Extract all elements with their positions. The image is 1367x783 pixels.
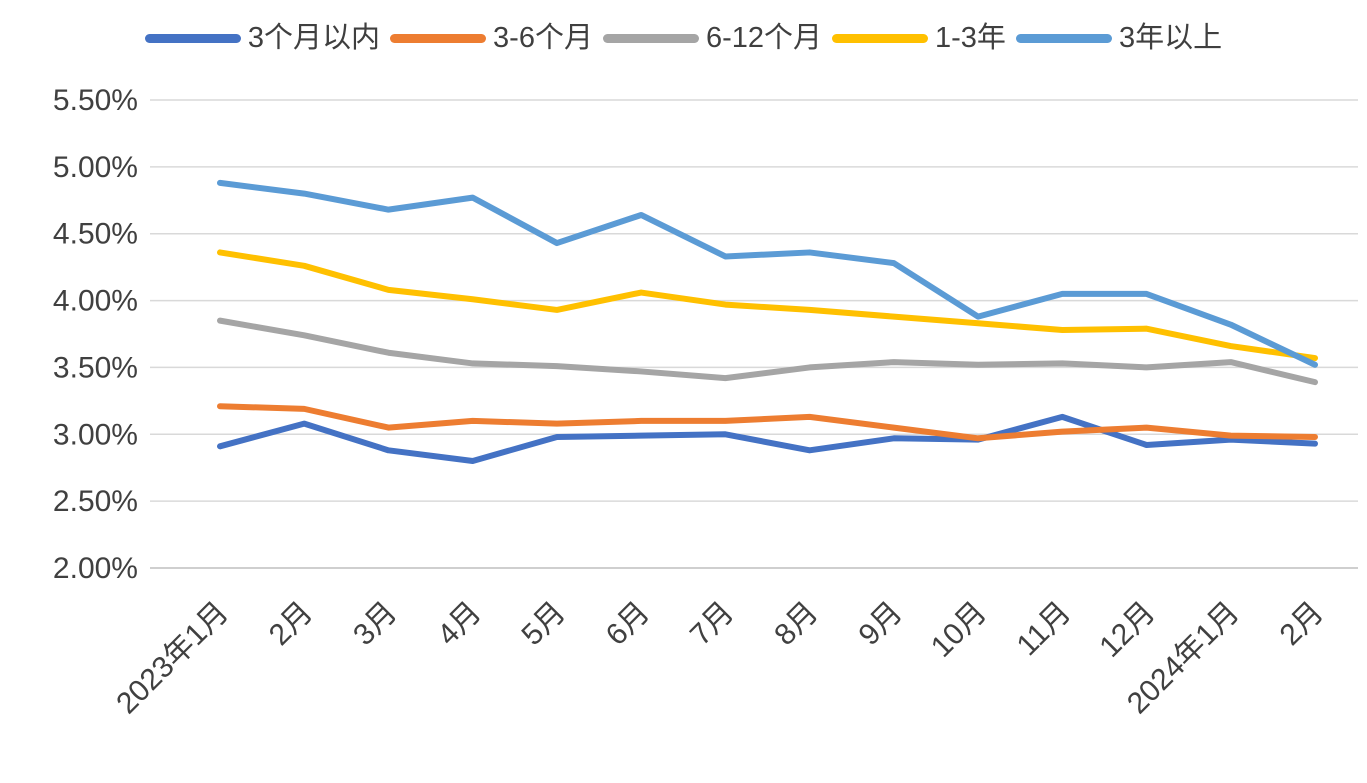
legend-line-swatch <box>390 33 487 43</box>
x-axis-tick-label: 10月 <box>925 596 993 664</box>
x-axis-tick-label: 2023年1月 <box>110 596 235 721</box>
x-axis-tick-label: 2月 <box>263 596 319 652</box>
x-axis-tick-label: 6月 <box>600 596 656 652</box>
x-axis-tick-label: 4月 <box>431 596 487 652</box>
series-line-1 <box>217 403 1318 442</box>
x-axis-tick-label: 7月 <box>684 596 740 652</box>
y-axis-tick-label: 3.50% <box>53 351 138 384</box>
y-axis-tick-label: 4.50% <box>53 218 138 251</box>
series-line-2 <box>217 317 1318 386</box>
legend-item: 3年以上 <box>1015 21 1223 54</box>
legend-line-swatch <box>832 33 929 43</box>
legend-line-swatch <box>602 33 699 43</box>
x-axis-tick-label: 9月 <box>852 596 908 652</box>
y-axis-tick-label: 2.50% <box>53 485 138 518</box>
legend-label: 3年以上 <box>1118 21 1223 54</box>
y-axis-tick-label: 5.00% <box>53 151 138 184</box>
chart-plot-area: 5.50% 5.00% 4.50% 4.00% 3.50% 3.00% 2.50% 2.00%… <box>53 84 1358 721</box>
y-axis-tick-label: 5.50% <box>53 84 138 117</box>
x-axis-tick-label: 11月 <box>1011 596 1078 663</box>
legend-label: 1-3年 <box>935 21 1006 54</box>
x-axis-tick-label: 8月 <box>768 596 824 652</box>
x-axis-tick-label: 2月 <box>1274 596 1330 652</box>
legend-label: 3个月以内 <box>247 21 381 54</box>
y-axis-tick-label: 2.00% <box>53 552 138 585</box>
legend-item: 3个月以内 <box>144 21 381 54</box>
y-axis-tick-label: 3.00% <box>53 418 138 451</box>
legend-item: 6-12个月 <box>602 21 823 54</box>
legend-item: 3-6个月 <box>390 21 593 54</box>
chart-legend: 3个月以内 3-6个月 6-12个月 1-3年 3年以上 <box>0 0 1367 60</box>
legend-item: 1-3年 <box>832 21 1006 54</box>
x-axis-tick-label: 5月 <box>516 596 572 652</box>
legend-line-swatch <box>1015 33 1112 43</box>
series-line-3 <box>217 249 1318 362</box>
series-line-4 <box>217 179 1318 368</box>
x-axis-tick-label: 3月 <box>347 596 403 652</box>
legend-label: 3-6个月 <box>493 21 593 54</box>
y-axis-labels: 5.50% 5.00% 4.50% 4.00% 3.50% 3.00% 2.50% 2.00% <box>53 84 138 585</box>
legend-label: 6-12个月 <box>705 21 823 54</box>
legend-line-swatch <box>144 33 241 43</box>
gridlines <box>150 99 1358 569</box>
x-axis-tick-label: 12月 <box>1093 596 1161 664</box>
series-line-0 <box>217 413 1318 465</box>
y-axis-tick-label: 4.00% <box>53 285 138 318</box>
